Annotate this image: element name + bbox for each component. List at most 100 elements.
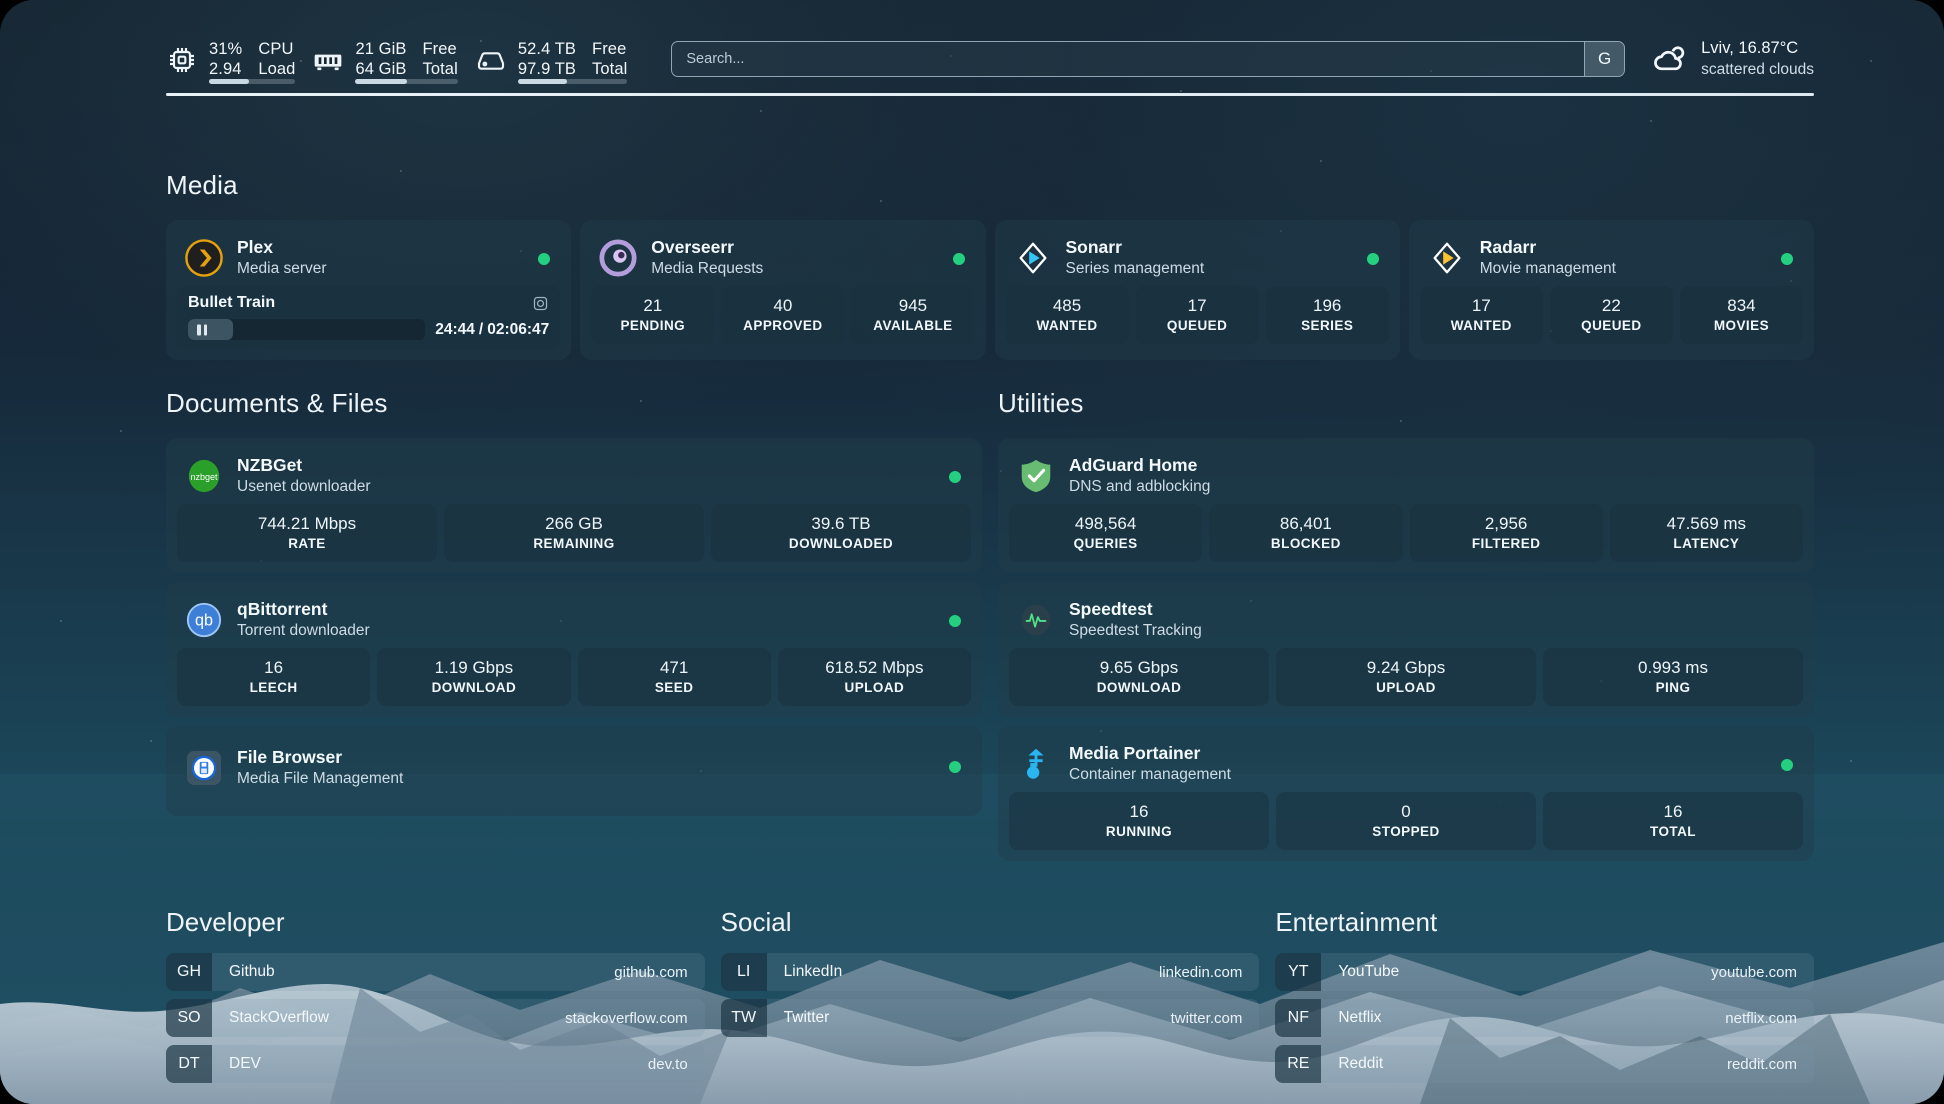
service-card-nzbget[interactable]: nzbget NZBGet Usenet downloader 74: [166, 438, 982, 573]
stat-box: 40 APPROVED: [721, 286, 845, 344]
memory-label-2: Total: [422, 59, 458, 78]
memory-free-value: 21 GiB: [355, 39, 407, 58]
service-card-sonarr[interactable]: Sonarr Series management 485 WANTED 17 Q…: [994, 220, 1400, 360]
service-card-adguard[interactable]: AdGuard Home DNS and adblocking 498,564 …: [998, 438, 1814, 573]
stat-value: 471: [659, 658, 689, 677]
now-playing-panel[interactable]: Bullet Train: [177, 286, 561, 349]
bookmark-item-github[interactable]: GH Github github.com: [166, 953, 705, 991]
status-indicator: [1781, 252, 1793, 265]
cpu-load-value: 2.94: [209, 59, 242, 78]
cpu-label-1: CPU: [258, 39, 294, 58]
stat-label: TOTAL: [1650, 824, 1696, 839]
stat-box: 9.65 Gbps DOWNLOAD: [1009, 648, 1269, 706]
stat-label: REMAINING: [533, 536, 615, 551]
section-title-documents: Documents & Files: [166, 388, 388, 418]
adguard-icon: [1017, 457, 1055, 495]
service-card-speedtest[interactable]: Speedtest Speedtest Tracking 9.65 Gbps D…: [998, 582, 1814, 717]
bookmark-item-netflix[interactable]: NF Netflix netflix.com: [1275, 999, 1814, 1037]
cpu-icon: [166, 44, 198, 76]
stat-box: 266 GB REMAINING: [444, 504, 704, 562]
stat-label: AVAILABLE: [873, 318, 953, 333]
bookmark-abbr: YT: [1275, 953, 1322, 991]
stat-value: 16: [1129, 802, 1149, 821]
service-card-plex[interactable]: Plex Media server Bullet Train: [166, 220, 572, 360]
service-card-portainer[interactable]: Media Portainer Container management 16 …: [998, 726, 1814, 861]
weather-widget[interactable]: Lviv, 16.87°C scattered clouds: [1650, 39, 1814, 79]
service-card-qbittorrent[interactable]: qb qBittorrent Torrent downloader: [166, 582, 982, 717]
stat-label: APPROVED: [743, 318, 823, 333]
bookmark-url: dev.to: [647, 1055, 688, 1073]
bookmark-item-stackoverflow[interactable]: SO StackOverflow stackoverflow.com: [166, 999, 705, 1037]
bookmark-name: Twitter: [783, 1009, 830, 1026]
filebrowser-icon: [185, 749, 223, 787]
stat-value: 945: [898, 296, 928, 315]
bookmark-name: Github: [229, 963, 275, 980]
stat-label: MOVIES: [1713, 318, 1770, 333]
stats-row: 16 LEECH 1.19 Gbps DOWNLOAD 471 SEED: [177, 648, 971, 706]
service-subtitle: Movie management: [1479, 260, 1616, 277]
stat-value: 17: [1471, 296, 1491, 315]
plex-icon: [185, 238, 223, 277]
weather-location-temp: Lviv, 16.87°C: [1701, 39, 1799, 57]
stat-box: 22 QUEUED: [1549, 286, 1673, 344]
service-subtitle: Media Requests: [651, 260, 764, 277]
card-header: nzbget NZBGet Usenet downloader: [177, 449, 971, 504]
bookmark-abbr: TW: [720, 999, 767, 1037]
bookmark-item-youtube[interactable]: YT YouTube youtube.com: [1275, 953, 1814, 991]
bookmark-abbr: LI: [720, 953, 767, 991]
cast-icon[interactable]: [532, 295, 549, 312]
search-engine-button[interactable]: G: [1584, 42, 1625, 76]
bookmark-item-linkedin[interactable]: LI LinkedIn linkedin.com: [720, 953, 1260, 991]
stat-value: 1.19 Gbps: [434, 658, 514, 677]
disk-usage-bar: [517, 78, 628, 84]
bookmark-group-developer: Developer GH Github github.com SO StackO…: [166, 907, 705, 1083]
status-indicator: [949, 614, 961, 627]
stat-label: QUEUED: [1581, 318, 1642, 333]
svg-text:nzbget: nzbget: [190, 471, 218, 481]
stat-value: 21: [643, 296, 663, 315]
stat-box: 945 AVAILABLE: [851, 286, 975, 344]
service-name: Overseerr: [651, 237, 734, 257]
bookmark-name: DEV: [229, 1055, 261, 1072]
search-bar[interactable]: G: [671, 41, 1626, 77]
bookmark-url: github.com: [614, 963, 688, 981]
top-header: 31% 2.94 CPU Load: [166, 22, 1814, 96]
stats-row: 498,564 QUERIES 86,401 BLOCKED 2,956 FIL…: [1009, 504, 1803, 562]
stat-label: STOPPED: [1372, 824, 1440, 839]
stat-box: 17 WANTED: [1419, 286, 1543, 344]
stat-value: 16: [1663, 802, 1683, 821]
service-card-overseerr[interactable]: Overseerr Media Requests 21 PENDING 40 A…: [580, 220, 986, 360]
stat-box: 86,401 BLOCKED: [1209, 504, 1403, 562]
service-card-filebrowser[interactable]: File Browser Media File Management: [166, 726, 982, 816]
lower-sections: Documents & Files nzbget NZBGet: [166, 388, 1814, 861]
stat-box: 47.569 ms LATENCY: [1609, 504, 1803, 562]
bookmark-item-twitter[interactable]: TW Twitter twitter.com: [720, 999, 1260, 1037]
service-subtitle: Speedtest Tracking: [1069, 622, 1202, 639]
bookmark-group-social: Social LI LinkedIn linkedin.com TW Twitt…: [720, 907, 1260, 1083]
service-name: Radarr: [1479, 237, 1537, 257]
pause-icon[interactable]: [197, 324, 207, 335]
service-subtitle: Media server: [237, 260, 327, 277]
stat-value: 834: [1727, 296, 1756, 315]
cloud-icon: [1650, 40, 1688, 78]
service-card-radarr[interactable]: Radarr Movie management 17 WANTED 22 QUE…: [1408, 220, 1814, 360]
stat-value: 9.65 Gbps: [1099, 658, 1179, 677]
bookmark-item-dev[interactable]: DT DEV dev.to: [166, 1045, 705, 1083]
stat-box: 16 RUNNING: [1009, 792, 1269, 850]
memory-total-value: 64 GiB: [355, 59, 407, 78]
stat-box: 39.6 TB DOWNLOADED: [711, 504, 971, 562]
stat-value: 17: [1187, 296, 1207, 315]
search-input[interactable]: [672, 42, 1585, 76]
section-title-media: Media: [166, 170, 238, 200]
ram-icon: [312, 44, 344, 76]
bookmark-item-reddit[interactable]: RE Reddit reddit.com: [1275, 1045, 1814, 1083]
stat-value: 618.52 Mbps: [825, 658, 924, 677]
cpu-usage-bar: [209, 78, 296, 84]
service-subtitle: DNS and adblocking: [1069, 478, 1211, 495]
playback-progress-bar[interactable]: [188, 319, 426, 340]
bookmark-abbr: GH: [166, 953, 212, 991]
radarr-icon: [1428, 239, 1466, 277]
bookmark-url: twitter.com: [1170, 1009, 1243, 1027]
bookmark-url: linkedin.com: [1158, 963, 1243, 981]
